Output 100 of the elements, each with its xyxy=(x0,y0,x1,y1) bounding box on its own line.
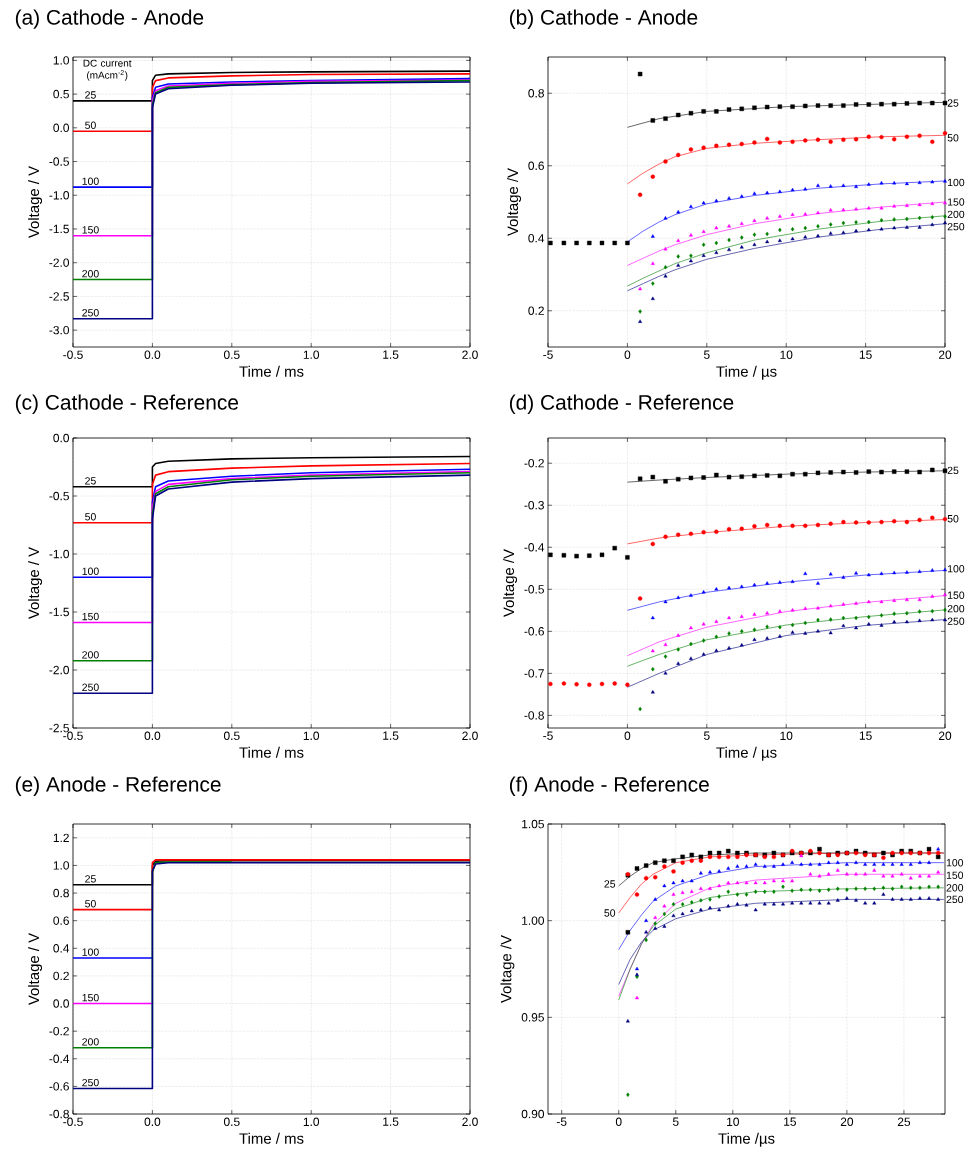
y-tick-label: -0.4 xyxy=(49,1054,70,1063)
y-tick-label: 1.0 xyxy=(53,861,70,870)
annotation: 100 xyxy=(948,565,965,573)
chart-title: (f) Anode - Reference xyxy=(509,776,709,796)
x-tick-label: 5 xyxy=(703,350,710,359)
x-tick-label: 5 xyxy=(703,731,710,740)
x-tick-label: 20 xyxy=(840,1117,854,1126)
x-axis-title: Time / µs xyxy=(716,365,777,380)
y-tick-label: -0.2 xyxy=(49,1026,69,1036)
annotation: 25 xyxy=(604,880,616,888)
y-tick-label: -0.3 xyxy=(524,501,544,510)
annotation: 50 xyxy=(947,134,959,142)
annotation: 200 xyxy=(947,210,965,219)
y-tick-label: 0.6 xyxy=(53,916,69,925)
y-axis-title: Voltage /V xyxy=(503,549,518,618)
x-tick-label: 0 xyxy=(615,1117,622,1126)
x-tick-label: 5 xyxy=(672,1117,679,1126)
y-tick-label: 0.8 xyxy=(528,89,544,98)
annotation: 250 xyxy=(947,222,965,231)
x-tick-label: 0.5 xyxy=(223,1117,240,1126)
annotation: 200 xyxy=(82,651,99,659)
x-tick-label: -5 xyxy=(556,1117,567,1126)
annotation: DC current (mAcm$^{-2}$) xyxy=(83,59,132,81)
y-tick-label: -0.2 xyxy=(524,459,544,468)
y-tick-label: 0.95 xyxy=(521,1013,544,1022)
x-axis-title: Time /µs xyxy=(718,1132,775,1147)
x-tick-label: 1.5 xyxy=(383,1117,399,1126)
y-tick-label: -1.5 xyxy=(49,607,69,617)
y-tick-label: 1.05 xyxy=(522,819,544,829)
annotation: 25 xyxy=(947,466,959,475)
annotation: 200 xyxy=(946,884,964,892)
annotation: 25 xyxy=(85,477,96,485)
annotation: 150 xyxy=(948,591,965,599)
y-tick-label: -3.0 xyxy=(49,325,70,335)
y-tick-label: 0.6 xyxy=(528,161,544,170)
x-axis-title: Time / ms xyxy=(239,365,304,377)
annotation: 200 xyxy=(82,269,99,278)
x-tick-label: 0.0 xyxy=(144,731,161,740)
x-tick-label: 0 xyxy=(624,731,631,740)
x-tick-label: 0 xyxy=(624,350,631,359)
annotation: 50 xyxy=(604,909,616,917)
x-tick-label: 15 xyxy=(859,731,872,740)
annotation: 100 xyxy=(946,858,964,867)
y-tick-label: -1.0 xyxy=(49,191,70,200)
y-axis-title: Voltage / V xyxy=(28,546,43,620)
y-tick-label: 0.4 xyxy=(528,234,545,243)
y-tick-label: -0.5 xyxy=(49,491,69,501)
x-tick-label: 1.0 xyxy=(303,350,320,359)
annotation: 150 xyxy=(82,993,99,1002)
annotation: 250 xyxy=(82,683,99,692)
annotation: 200 xyxy=(947,604,965,613)
x-tick-label: 15 xyxy=(784,1117,796,1126)
x-tick-label: 20 xyxy=(938,350,952,359)
y-tick-label: -2.0 xyxy=(49,258,70,267)
x-tick-label: -5 xyxy=(543,731,553,740)
annotation: 250 xyxy=(947,617,965,625)
y-tick-label: 1.0 xyxy=(53,56,70,65)
y-tick-label: -2.5 xyxy=(49,292,69,301)
y-tick-label: -0.5 xyxy=(49,157,69,166)
x-axis-title: Time / ms xyxy=(239,1132,304,1144)
x-tick-label: 2.0 xyxy=(462,731,478,740)
annotation: 50 xyxy=(947,515,959,523)
x-tick-label: -5 xyxy=(543,350,553,359)
y-tick-label: -2.0 xyxy=(49,665,70,675)
x-tick-label: 2.0 xyxy=(462,350,478,359)
chart-title: (c) Cathode - Reference xyxy=(15,394,239,414)
x-tick-label: 0.0 xyxy=(144,350,161,359)
annotation: 50 xyxy=(85,121,96,130)
annotation: 25 xyxy=(85,875,96,883)
y-tick-label: 0.0 xyxy=(53,999,70,1008)
y-tick-label: -0.4 xyxy=(524,543,545,552)
y-tick-label: -1.0 xyxy=(49,549,70,559)
x-tick-label: 15 xyxy=(859,350,872,359)
chart-title: (d) Cathode - Reference xyxy=(509,394,734,414)
x-tick-label: 1.0 xyxy=(303,731,320,740)
y-tick-label: -1.5 xyxy=(49,224,69,234)
annotation: 25 xyxy=(85,91,96,99)
x-tick-label: 20 xyxy=(938,731,952,740)
y-tick-label: -0.5 xyxy=(524,585,544,594)
annotation: 150 xyxy=(82,226,99,234)
annotation: 150 xyxy=(946,871,964,879)
x-tick-label: 25 xyxy=(897,1117,911,1126)
y-tick-label: 0.0 xyxy=(53,433,70,443)
y-axis-title: Voltage / V xyxy=(28,932,43,1006)
annotation: 250 xyxy=(82,309,99,317)
annotation: 100 xyxy=(82,948,99,956)
x-axis-title: Time / ms xyxy=(239,746,304,758)
annotation: 100 xyxy=(82,177,99,185)
chart-title: (e) Anode - Reference xyxy=(15,776,221,796)
x-tick-label: 0.5 xyxy=(223,350,240,359)
y-tick-label: -0.7 xyxy=(524,669,544,678)
chart-title: (b) Cathode - Anode xyxy=(509,9,698,29)
y-tick-label: -2.5 xyxy=(49,723,69,733)
x-tick-label: -0.5 xyxy=(63,731,83,740)
y-tick-label: 0.90 xyxy=(521,1109,545,1119)
y-axis-title: Voltage /V xyxy=(507,168,522,237)
annotation: 100 xyxy=(82,567,99,576)
annotation: 25 xyxy=(947,99,959,107)
annotation: 250 xyxy=(82,1078,99,1087)
y-tick-label: 0.4 xyxy=(53,944,70,953)
